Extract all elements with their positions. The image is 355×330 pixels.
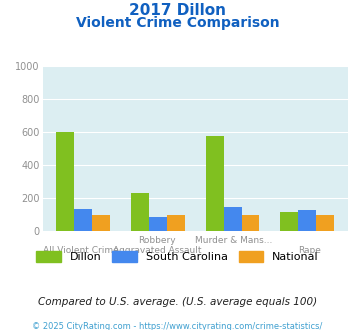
Bar	[75, 209, 92, 231]
Text: Compared to U.S. average. (U.S. average equals 100): Compared to U.S. average. (U.S. average …	[38, 297, 317, 307]
Text: All Violent Crime: All Violent Crime	[43, 246, 119, 255]
Text: © 2025 CityRating.com - https://www.cityrating.com/crime-statistics/: © 2025 CityRating.com - https://www.city…	[32, 322, 323, 330]
Bar	[92, 214, 110, 231]
Bar	[280, 213, 298, 231]
Bar	[131, 193, 149, 231]
Bar	[206, 136, 224, 231]
Bar	[298, 210, 316, 231]
Bar	[56, 131, 75, 231]
Text: Robbery: Robbery	[138, 236, 176, 245]
Bar	[149, 217, 167, 231]
Bar	[241, 214, 260, 231]
Text: 2017 Dillon: 2017 Dillon	[129, 3, 226, 18]
Text: Aggravated Assault: Aggravated Assault	[113, 246, 201, 255]
Bar	[224, 207, 241, 231]
Text: Murder & Mans...: Murder & Mans...	[195, 236, 272, 245]
Text: Rape: Rape	[298, 246, 321, 255]
Bar	[316, 214, 334, 231]
Bar	[167, 214, 185, 231]
Legend: Dillon, South Carolina, National: Dillon, South Carolina, National	[32, 247, 323, 267]
Text: Violent Crime Comparison: Violent Crime Comparison	[76, 16, 279, 30]
